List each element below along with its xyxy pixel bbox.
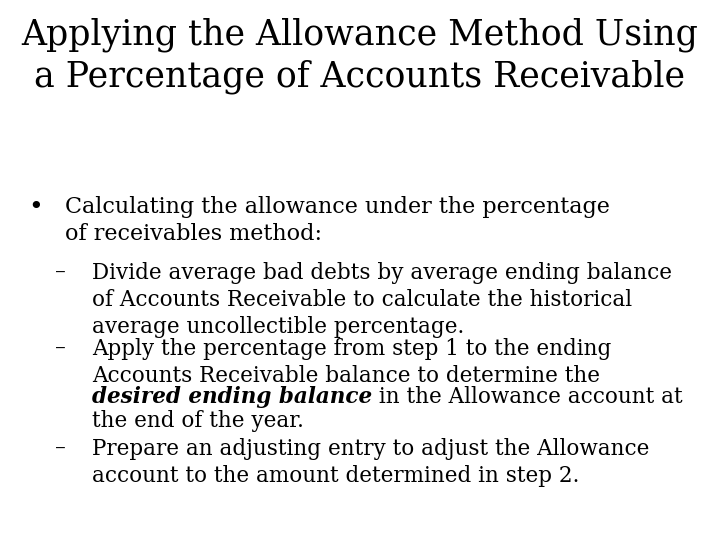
Text: Applying the Allowance Method Using
a Percentage of Accounts Receivable: Applying the Allowance Method Using a Pe… <box>22 18 698 94</box>
Text: –: – <box>55 438 66 460</box>
Text: Apply the percentage from step 1 to the ending
Accounts Receivable balance to de: Apply the percentage from step 1 to the … <box>92 338 611 387</box>
Text: desired ending balance: desired ending balance <box>92 386 372 408</box>
Text: in the Allowance account at: in the Allowance account at <box>372 386 683 408</box>
Text: –: – <box>55 262 66 284</box>
Text: the end of the year.: the end of the year. <box>92 410 304 432</box>
Text: Prepare an adjusting entry to adjust the Allowance
account to the amount determi: Prepare an adjusting entry to adjust the… <box>92 438 649 487</box>
Text: •: • <box>28 196 42 219</box>
Text: Calculating the allowance under the percentage
of receivables method:: Calculating the allowance under the perc… <box>65 196 610 245</box>
Text: Divide average bad debts by average ending balance
of Accounts Receivable to cal: Divide average bad debts by average endi… <box>92 262 672 338</box>
Text: –: – <box>55 338 66 360</box>
